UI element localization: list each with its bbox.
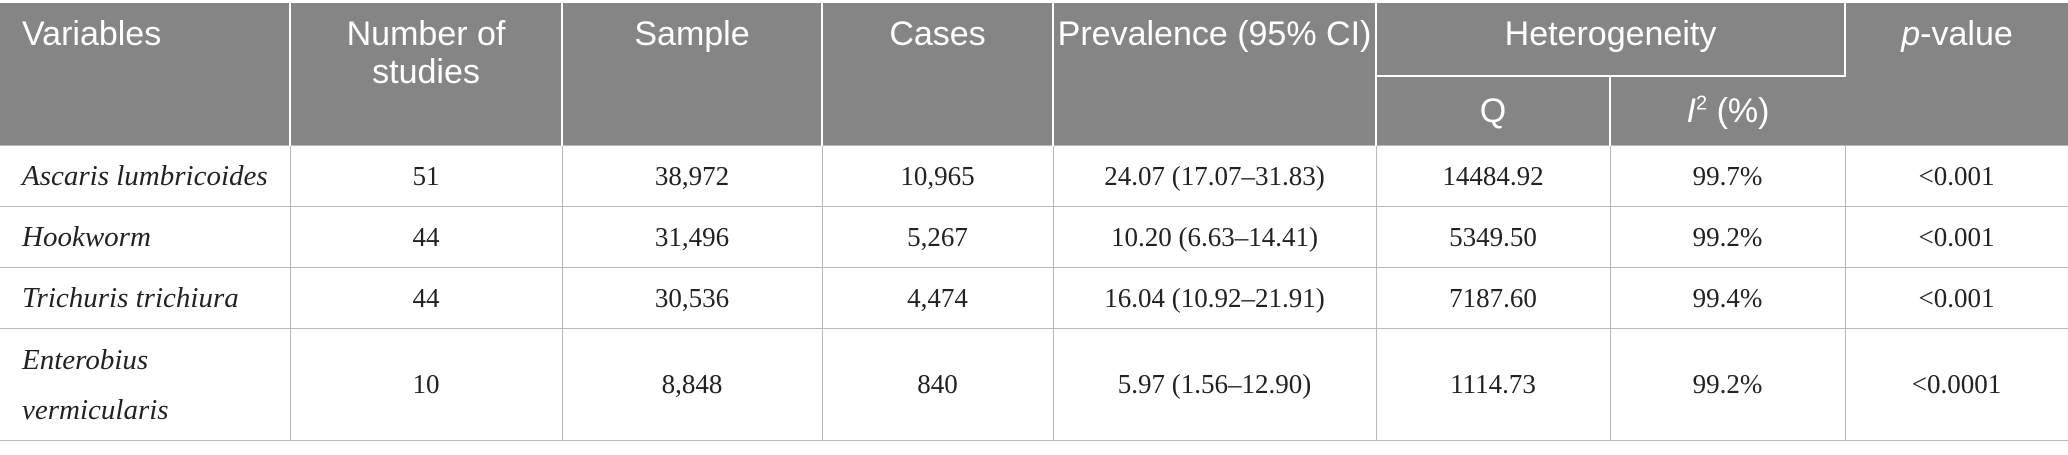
cell-p-value: <0.0001 xyxy=(1844,328,2068,441)
col-header-number-of-studies: Number of studies xyxy=(290,3,563,146)
cell-variable: Trichuris trichiura xyxy=(0,267,291,329)
cell-sample: 38,972 xyxy=(561,145,823,207)
table-row: Ascaris lumbricoides 51 38,972 10,965 24… xyxy=(0,145,2068,207)
cell-variable: Ascaris lumbricoides xyxy=(0,145,291,207)
cell-studies: 44 xyxy=(289,267,563,329)
cell-i2: 99.2% xyxy=(1609,328,1846,441)
cell-prevalence: 10.20 (6.63–14.41) xyxy=(1052,206,1377,268)
col-header-p-value: p-value xyxy=(1845,3,2068,146)
cell-cases: 10,965 xyxy=(821,145,1054,207)
cell-prevalence: 16.04 (10.92–21.91) xyxy=(1052,267,1377,329)
p-value-suffix: -value xyxy=(1920,15,2013,53)
cell-studies: 51 xyxy=(289,145,563,207)
cell-p-value: <0.001 xyxy=(1844,206,2068,268)
i2-unit: (%) xyxy=(1707,92,1770,130)
cell-q: 7187.60 xyxy=(1375,267,1611,329)
cell-cases: 4,474 xyxy=(821,267,1054,329)
cell-p-value: <0.001 xyxy=(1844,267,2068,329)
cell-sample: 8,848 xyxy=(561,328,823,441)
cell-sample: 31,496 xyxy=(561,206,823,268)
col-header-cases: Cases xyxy=(822,3,1054,146)
table-row: Enterobius vermicularis 10 8,848 840 5.9… xyxy=(0,328,2068,441)
col-header-q: Q xyxy=(1376,76,1611,146)
col-header-i2: I2 (%) xyxy=(1610,76,1845,146)
cell-studies: 10 xyxy=(289,328,563,441)
cell-sample: 30,536 xyxy=(561,267,823,329)
col-header-heterogeneity: Heterogeneity xyxy=(1376,3,1846,77)
cell-cases: 5,267 xyxy=(821,206,1054,268)
cell-q: 5349.50 xyxy=(1375,206,1611,268)
cell-p-value: <0.001 xyxy=(1844,145,2068,207)
cell-variable: Hookworm xyxy=(0,206,291,268)
i2-letter: I xyxy=(1686,92,1696,130)
table-row: Hookworm 44 31,496 5,267 10.20 (6.63–14.… xyxy=(0,206,2068,268)
cell-q: 1114.73 xyxy=(1375,328,1611,441)
col-header-prevalence: Prevalence (95% CI) xyxy=(1053,3,1377,146)
cell-i2: 99.4% xyxy=(1609,267,1846,329)
cell-studies: 44 xyxy=(289,206,563,268)
table-row: Trichuris trichiura 44 30,536 4,474 16.0… xyxy=(0,267,2068,329)
col-header-sample: Sample xyxy=(562,3,823,146)
i2-superscript: 2 xyxy=(1696,92,1708,115)
cell-cases: 840 xyxy=(821,328,1054,441)
cell-prevalence: 5.97 (1.56–12.90) xyxy=(1052,328,1377,441)
cell-q: 14484.92 xyxy=(1375,145,1611,207)
p-letter: p xyxy=(1901,15,1921,53)
cell-i2: 99.2% xyxy=(1609,206,1846,268)
cell-variable: Enterobius vermicularis xyxy=(0,328,291,441)
prevalence-table: Variables Number of studies Sample Cases… xyxy=(0,3,2068,441)
cell-i2: 99.7% xyxy=(1609,145,1846,207)
col-header-variables: Variables xyxy=(0,3,291,146)
cell-prevalence: 24.07 (17.07–31.83) xyxy=(1052,145,1377,207)
